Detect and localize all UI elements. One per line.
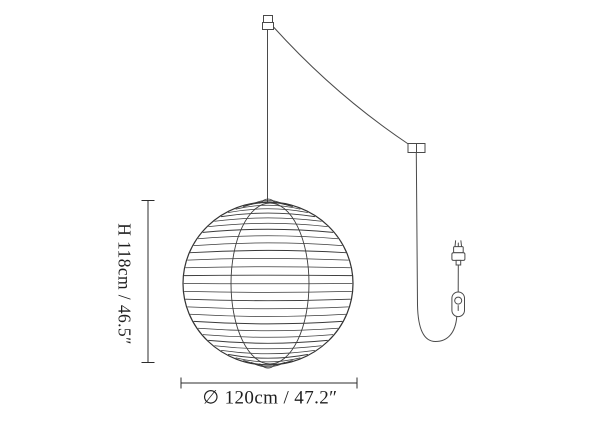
height-dimension-line [142,201,155,363]
plug-head [454,247,464,253]
lantern-rib [244,361,293,365]
power-plug-icon [452,241,465,265]
wall-hook-icon [408,144,425,153]
lantern-rib [190,314,345,316]
lantern-rib [215,346,322,349]
lantern-meridian [231,203,309,364]
lantern-rib [203,335,333,338]
lantern-rib [228,209,307,213]
lantern-rib [190,250,345,252]
lantern-rib [194,321,342,323]
lantern-rib [203,229,333,232]
lantern-rib [188,307,349,309]
lantern-rib [186,299,351,301]
lantern-rib [194,243,342,246]
width-dimension-label: ∅ 120cm / 47.2″ [202,387,338,409]
lantern-rib [236,358,300,362]
lantern-rib [221,350,314,353]
plug-prong-left [455,241,456,247]
lantern-ribs [184,199,352,368]
ceiling-mount-base [263,23,274,30]
height-dimension-label: H 118cm / 46.5″ [114,223,135,345]
lantern-rib [215,218,322,221]
lantern-rib [260,199,276,203]
swag-cord [274,27,410,145]
lantern-rib [209,340,328,343]
ceiling-mount-icon [263,16,274,30]
lantern-rib [252,363,285,367]
lantern-rib [260,364,276,369]
lantern-rib [188,258,349,260]
power-cord [416,153,457,342]
lantern-rib [221,213,314,217]
lantern-rib [184,291,351,292]
width-dimension-line [181,378,357,389]
inline-switch-icon [452,292,465,317]
lantern-rib [236,205,300,209]
lantern-rib [228,355,307,359]
lantern-rib [186,267,351,268]
plug-neck [456,260,461,265]
plug-body [452,253,465,261]
plug-prong-right [461,241,462,247]
lantern-rib [198,328,338,331]
inline-switch-dial [455,297,462,304]
lantern-rib [198,236,338,239]
lantern-rib [209,223,328,226]
lantern-rib [244,202,293,206]
ceiling-mount-top [264,16,273,23]
lantern-shade [183,199,353,368]
